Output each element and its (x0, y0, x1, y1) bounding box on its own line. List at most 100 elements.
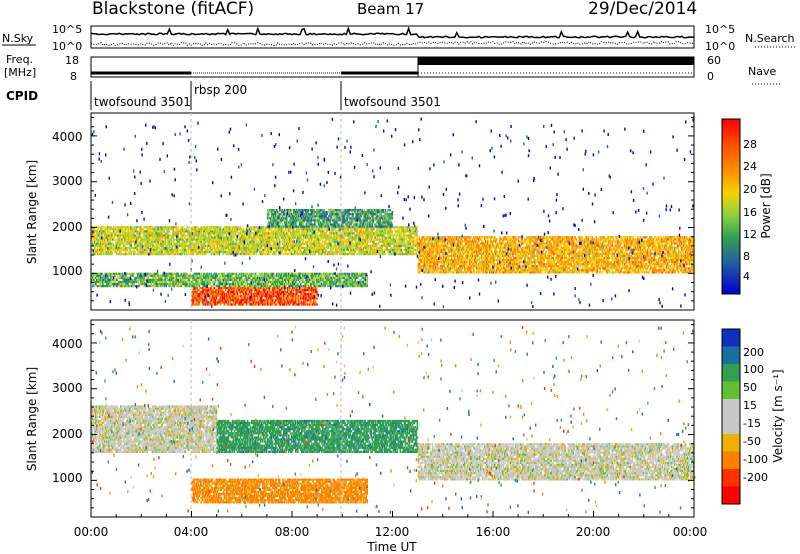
heatmap-cell (250, 288, 253, 292)
heatmap-cell (229, 246, 232, 249)
heatmap-cell (416, 226, 419, 229)
heatmap-cell (231, 253, 234, 256)
heatmap-cell (306, 242, 308, 245)
heatmap-cell (290, 228, 292, 231)
heatmap-cell (213, 250, 216, 254)
heatmap-cell (215, 248, 218, 251)
heatmap-cell (226, 236, 229, 239)
heatmap-cell (177, 234, 179, 237)
heatmap-cell (414, 230, 417, 233)
heatmap-cell (100, 276, 102, 279)
heatmap-cell (213, 230, 216, 233)
heatmap-cell (270, 291, 273, 294)
heatmap-cell (123, 242, 125, 245)
heatmap-cell (103, 248, 105, 251)
heatmap-cell (169, 250, 171, 254)
heatmap-cell (147, 236, 149, 239)
heatmap-cell (293, 293, 295, 296)
heatmap-cell (214, 236, 217, 239)
heatmap-cell (134, 236, 136, 239)
noise-sky-trace (90, 26, 695, 39)
heatmap-cell (201, 293, 204, 296)
heatmap-cell (405, 248, 408, 251)
heatmap-cell (257, 301, 260, 304)
heatmap-cell (211, 236, 214, 239)
heatmap-cell (134, 240, 136, 243)
heatmap-cell (415, 232, 418, 235)
heatmap-cell (354, 250, 356, 254)
heatmap-cell (150, 283, 152, 286)
heatmap-cell (245, 253, 248, 256)
heatmap-cell (245, 291, 248, 294)
heatmap-cell (111, 228, 113, 231)
heatmap-cell (157, 236, 159, 239)
heatmap-cell (110, 238, 112, 241)
heatmap-cell (133, 253, 135, 256)
heatmap-cell (250, 250, 253, 254)
heatmap-cell (168, 278, 170, 281)
heatmap-cell (234, 232, 237, 235)
heatmap-cell (136, 246, 138, 249)
heatmap-cell (177, 283, 179, 286)
heatmap-cell (174, 246, 176, 249)
heatmap-cell (102, 242, 104, 245)
heatmap-cell (154, 250, 156, 254)
heatmap-cell (187, 232, 190, 235)
heatmap-cell (136, 232, 138, 235)
heatmap-cell (222, 238, 225, 241)
heatmap-cell (163, 226, 165, 229)
heatmap-cell (235, 240, 238, 243)
heatmap-cell (155, 230, 157, 233)
heatmap-cell (322, 240, 324, 243)
heatmap-cell (393, 234, 396, 237)
heatmap-cell (228, 242, 231, 245)
heatmap-cell (235, 248, 238, 251)
heatmap-cell (103, 246, 105, 249)
heatmap-cell (410, 234, 413, 237)
heatmap-cell (209, 295, 212, 298)
heatmap-cell (118, 242, 120, 245)
heatmap-cell (129, 234, 131, 237)
heatmap-cell (256, 234, 259, 237)
cpid-mode-3: twofsound 3501 (344, 95, 441, 109)
heatmap-cell (205, 297, 208, 300)
heatmap-cell (316, 286, 318, 290)
heatmap-cell (206, 248, 209, 251)
heatmap-cell (108, 226, 110, 229)
heatmap-cell (312, 234, 314, 237)
heatmap-cell (130, 246, 132, 249)
heatmap-cell (92, 234, 94, 237)
heatmap-cell (147, 226, 149, 229)
heatmap-cell (157, 253, 159, 256)
heatmap-cell (100, 226, 102, 229)
heatmap-cell (122, 242, 124, 245)
heatmap-cell (97, 246, 99, 249)
heatmap-cell (167, 283, 169, 286)
heatmap-cell (198, 228, 201, 231)
heatmap-cell (124, 234, 126, 237)
heatmap-cell (122, 228, 124, 231)
heatmap-cell (270, 295, 273, 298)
heatmap-cell (331, 250, 333, 254)
heatmap-cell (213, 240, 216, 243)
heatmap-cell (249, 286, 252, 290)
heatmap-cell (157, 232, 159, 235)
heatmap-cell (124, 232, 126, 235)
heatmap-cell (239, 230, 242, 233)
heatmap-cell (92, 240, 94, 243)
heatmap-cell (118, 230, 120, 233)
heatmap-cell (122, 274, 124, 277)
heatmap-cell (177, 228, 179, 231)
heatmap-cell (215, 253, 218, 256)
heatmap-cell (216, 303, 219, 306)
heatmap-cell (201, 242, 204, 245)
heatmap-cell (117, 276, 119, 279)
heatmap-cell (174, 253, 176, 256)
heatmap-cell (207, 242, 210, 245)
heatmap-cell (130, 230, 132, 233)
heatmap-cell (108, 244, 110, 247)
heatmap-cell (197, 232, 200, 235)
heatmap-cell (152, 276, 154, 279)
heatmap-cell (241, 232, 244, 235)
heatmap-cell (109, 242, 111, 245)
